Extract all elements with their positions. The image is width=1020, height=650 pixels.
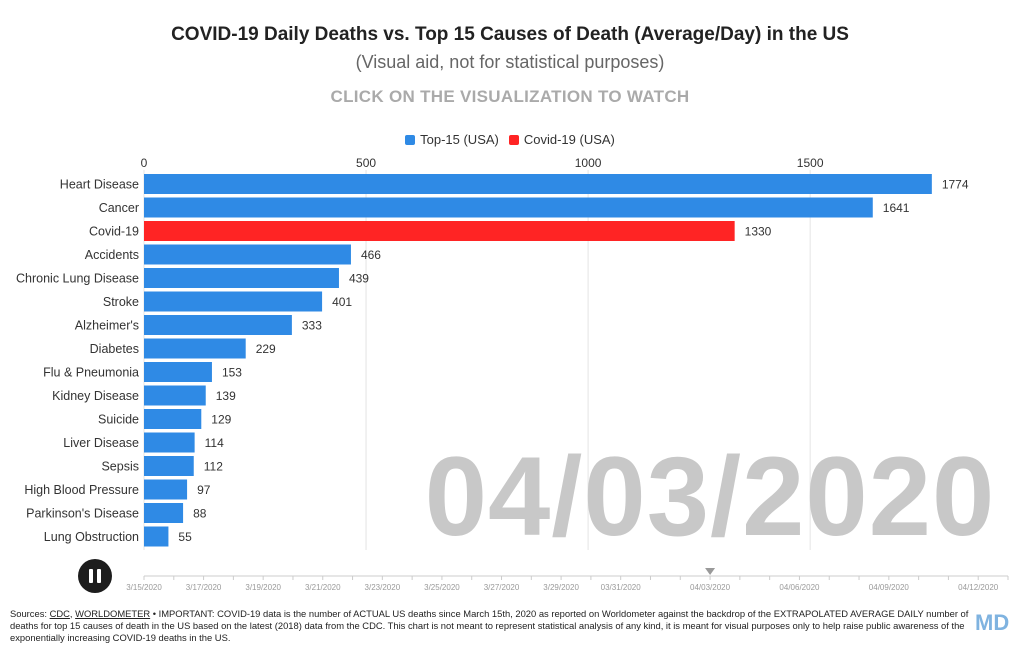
category-label: Heart Disease — [60, 178, 139, 192]
bar[interactable] — [144, 479, 188, 500]
bar[interactable] — [144, 503, 184, 523]
x-tick-label: 1500 — [797, 156, 824, 170]
value-label: 333 — [302, 319, 322, 333]
legend-swatch-covid — [508, 134, 519, 145]
category-label: Cancer — [99, 201, 139, 215]
value-label: 466 — [361, 248, 381, 262]
category-label: Kidney Disease — [52, 389, 139, 403]
x-tick-label: 1000 — [575, 156, 602, 170]
value-label: 55 — [178, 530, 192, 544]
bar[interactable] — [144, 338, 246, 359]
legend: Top-15 (USA) Covid-19 (USA) — [0, 132, 1020, 147]
value-label: 112 — [204, 460, 223, 474]
category-label: Chronic Lung Disease — [16, 272, 139, 286]
source-link-cdc[interactable]: CDC — [49, 608, 70, 619]
category-label: Liver Disease — [63, 436, 139, 450]
legend-label-top15: Top-15 (USA) — [420, 132, 499, 147]
footer-disclaimer: • IMPORTANT: COVID-19 data is the number… — [10, 608, 969, 643]
category-label: Sepsis — [101, 460, 139, 474]
value-label: 1774 — [942, 178, 969, 192]
chart-subtitle: (Visual aid, not for statistical purpose… — [355, 52, 665, 72]
timeline-label[interactable]: 04/03/2020 — [690, 583, 731, 592]
bar[interactable] — [144, 456, 194, 476]
value-label: 114 — [205, 436, 224, 450]
bar[interactable] — [144, 174, 932, 194]
bar[interactable] — [144, 409, 202, 429]
footer-note: Sources: CDC, WORLDOMETER • IMPORTANT: C… — [10, 608, 969, 643]
bar[interactable] — [144, 291, 323, 312]
bar[interactable] — [144, 197, 873, 218]
timeline-label[interactable]: 3/25/2020 — [424, 583, 460, 592]
bar[interactable] — [144, 221, 735, 241]
value-label: 1641 — [883, 201, 910, 215]
category-label: Stroke — [103, 295, 139, 309]
legend-item-top15[interactable]: Top-15 (USA) — [405, 132, 499, 147]
brand-logo: MD — [975, 610, 1010, 635]
chart-title: COVID-19 Daily Deaths vs. Top 15 Causes … — [171, 24, 849, 45]
timeline-label[interactable]: 04/12/2020 — [958, 583, 999, 592]
category-label: Diabetes — [90, 342, 139, 356]
value-label: 153 — [222, 366, 242, 380]
x-tick-label: 0 — [141, 156, 148, 170]
bar[interactable] — [144, 268, 339, 288]
value-label: 1330 — [745, 225, 772, 239]
timeline-label[interactable]: 3/17/2020 — [186, 583, 222, 592]
click-to-watch-prompt[interactable]: CLICK ON THE VISUALIZATION TO WATCH — [330, 87, 690, 106]
bar[interactable] — [144, 526, 169, 547]
bar[interactable] — [144, 315, 292, 335]
legend-item-covid[interactable]: Covid-19 (USA) — [508, 132, 615, 147]
timeline-label[interactable]: 3/27/2020 — [484, 583, 520, 592]
category-label: High Blood Pressure — [24, 483, 139, 497]
value-label: 97 — [197, 483, 211, 497]
category-label: Lung Obstruction — [44, 530, 139, 544]
timeline-position-marker[interactable] — [705, 568, 716, 575]
timeline-label[interactable]: 04/06/2020 — [779, 583, 820, 592]
value-label: 439 — [349, 272, 369, 286]
value-label: 229 — [256, 342, 276, 356]
sources-label: Sources: — [10, 608, 47, 619]
bar[interactable] — [144, 432, 195, 453]
bar[interactable] — [144, 244, 351, 265]
bar[interactable] — [144, 362, 212, 382]
pause-button[interactable] — [78, 559, 112, 593]
value-label: 139 — [216, 389, 236, 403]
timeline-label[interactable]: 3/19/2020 — [245, 583, 281, 592]
value-label: 129 — [211, 413, 231, 427]
category-label: Covid-19 — [89, 225, 139, 239]
legend-label-covid: Covid-19 (USA) — [523, 132, 615, 147]
x-tick-label: 500 — [356, 156, 376, 170]
category-label: Accidents — [85, 248, 139, 262]
timeline-label[interactable]: 3/21/2020 — [305, 583, 341, 592]
source-link-worldometer[interactable]: WORLDOMETER — [75, 608, 151, 619]
category-label: Suicide — [98, 413, 139, 427]
category-label: Flu & Pneumonia — [43, 366, 139, 380]
value-label: 88 — [193, 507, 207, 521]
timeline-label[interactable]: 3/23/2020 — [365, 583, 401, 592]
timeline-label[interactable]: 03/31/2020 — [601, 583, 642, 592]
timeline-label[interactable]: 3/29/2020 — [543, 583, 579, 592]
category-label: Parkinson's Disease — [26, 507, 139, 521]
bar-chart[interactable]: 0 500 1000 1500 Heart Disease 1774 Cancer 1641 C… — [0, 0, 1020, 600]
pause-icon-right — [97, 569, 101, 583]
category-label: Alzheimer's — [75, 319, 139, 333]
current-date-watermark: 04/03/2020 — [424, 434, 996, 559]
timeline-label[interactable]: 04/09/2020 — [869, 583, 910, 592]
value-label: 401 — [332, 295, 352, 309]
bar[interactable] — [144, 385, 206, 406]
pause-icon-left — [89, 569, 93, 583]
timeline-label[interactable]: 3/15/2020 — [126, 583, 162, 592]
legend-swatch-top15 — [405, 134, 416, 145]
